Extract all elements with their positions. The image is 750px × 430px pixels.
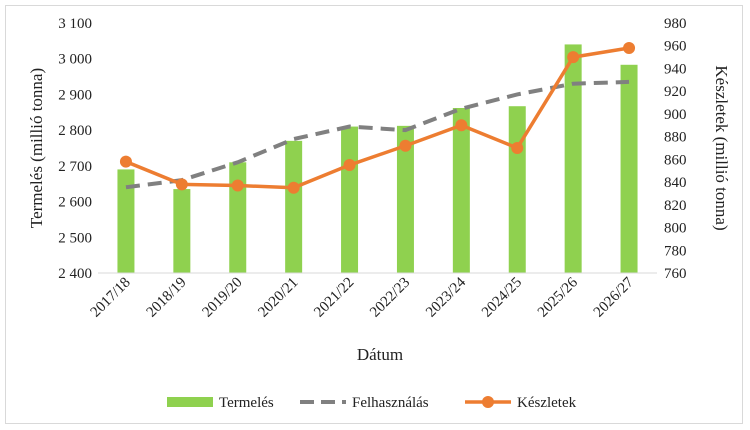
bar-2017-18 [117,169,135,273]
bar-2025-26 [564,44,582,273]
legend-swatch-production [167,397,213,407]
consumption-polyline [125,79,630,190]
y-left-tick-label: 2 900 [58,87,92,103]
bar-2021-22 [341,126,359,273]
y-left-tick-label: 3 000 [58,52,92,68]
y-left-tick-label: 3 100 [58,16,92,32]
x-tick-label: 2026/27 [591,274,637,320]
x-tick-label: 2025/26 [535,274,581,320]
bar-2026-27 [620,64,638,274]
stocks-point-2019-20 [231,179,244,192]
y-left-tick-label: 2 600 [58,195,92,211]
stocks-point-2021-22 [343,159,356,172]
y-right-tick-label: 820 [664,198,687,214]
consumption-line [125,79,630,190]
y-left-tick-label: 2 700 [58,159,92,175]
y-right-tick-label: 880 [664,130,687,146]
x-tick-label: 2019/20 [199,275,245,321]
bar-2023-24 [452,108,470,273]
stocks-point-2022-23 [399,139,412,152]
y-right-tick-label: 760 [664,266,687,282]
y-right-tick-label: 920 [664,84,687,100]
y-left-tick-label: 2 400 [58,266,92,282]
y-right-tick-label: 840 [664,175,687,191]
y-right-tick-label: 940 [664,61,687,77]
y-right-tick-label: 860 [664,152,687,168]
x-tick-label: 2023/24 [423,274,469,320]
bar-2018-19 [173,189,191,273]
y-axis-left-title: Termelés (millió tonna) [27,68,46,228]
stocks-line [119,42,636,194]
bar-2020-21 [285,140,303,273]
stocks-point-2023-24 [455,119,468,132]
bar-2019-20 [229,162,247,273]
x-tick-label: 2024/25 [479,275,525,321]
bar-2022-23 [396,125,414,273]
y-right-tick-label: 800 [664,221,687,237]
left-axis-ticks: 2 400 2 500 2 600 2 700 2 800 2 900 3 000 3 100 [58,16,92,282]
x-tick-label: 2022/23 [367,275,413,321]
stocks-point-2020-21 [287,181,300,194]
legend-label-production: Termelés [219,395,274,411]
stocks-point-2018-19 [175,178,188,191]
x-axis-title: Dátum [357,345,403,364]
x-axis-ticks: 2017/18 2018/19 2019/20 2020/21 2021/22 2022/… [88,274,638,320]
y-right-tick-label: 980 [664,16,687,32]
x-tick-label: 2021/22 [311,275,357,321]
stocks-point-2025-26 [567,51,580,64]
y-right-tick-label: 960 [664,39,687,55]
legend-label-consumption: Felhasználás [352,395,429,411]
legend: Termelés Felhasználás Készletek [167,395,577,411]
y-left-tick-label: 2 500 [58,230,92,246]
legend-label-stocks: Készletek [517,395,577,411]
bar-2024-25 [508,106,526,273]
stocks-point-2026-27 [623,42,636,54]
y-left-tick-label: 2 800 [58,123,92,139]
stocks-polyline [125,46,630,190]
y-axis-right-title: Készletek (millió tonna) [712,65,731,230]
legend-swatch-stocks-marker [482,396,494,408]
stocks-point-2024-25 [511,142,524,154]
stocks-point-2017-18 [119,155,132,168]
x-tick-label: 2018/19 [144,275,190,321]
x-tick-label: 2017/18 [88,275,134,321]
x-tick-label: 2020/21 [255,275,301,321]
y-right-tick-label: 780 [664,243,687,259]
y-right-tick-label: 900 [664,107,687,123]
right-axis-ticks: 760 780 800 820 840 860 880 900 920 940 960 980 [664,16,687,282]
